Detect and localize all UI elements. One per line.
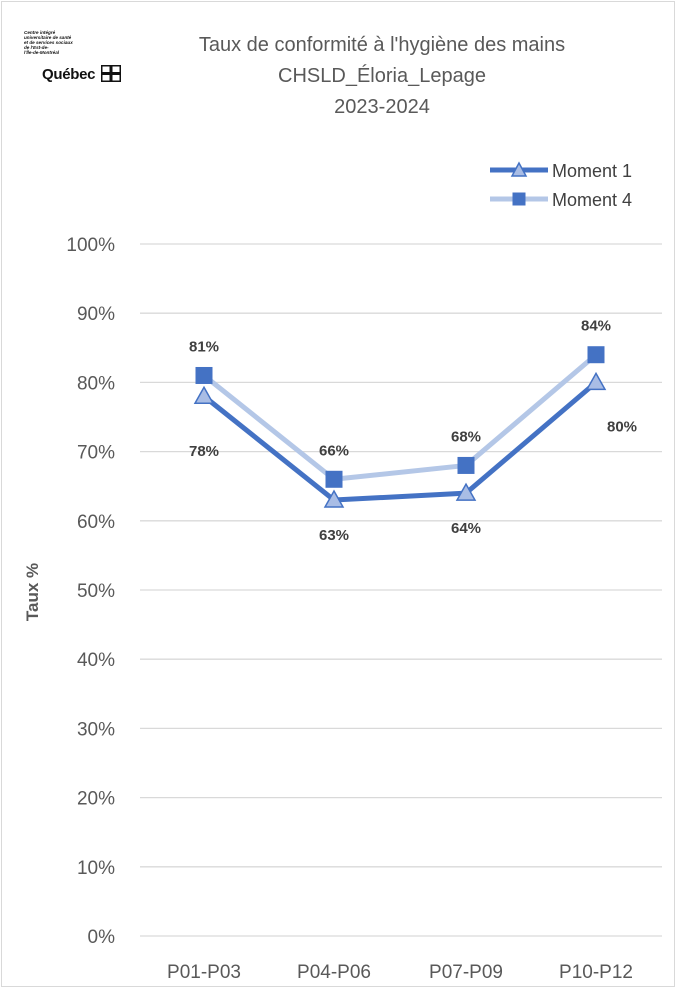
legend-item-moment-1: Moment 1 (490, 161, 632, 181)
series-line-1 (202, 380, 598, 503)
data-label-series-1: 80% (607, 418, 637, 435)
x-tick-label: P01-P03 (167, 962, 241, 983)
logo-wordmark: Québec (42, 66, 96, 83)
y-tick-label: 40% (77, 650, 115, 671)
y-tick-label: 70% (77, 443, 115, 464)
data-point-square (457, 456, 475, 474)
data-label-series-1: 63% (319, 527, 349, 544)
logo-line-5: l'Île-de-Montréal (24, 50, 60, 55)
y-tick-label: 20% (77, 789, 115, 810)
legend-label-moment-1: Moment 1 (552, 161, 632, 181)
data-label-series-2: 81% (189, 338, 219, 355)
series-line-2 (202, 352, 598, 482)
x-tick-label: P07-P09 (429, 962, 503, 983)
logo-line-3: et de services sociaux (24, 40, 73, 45)
data-point-triangle (455, 482, 477, 501)
y-tick-label: 10% (77, 858, 115, 879)
chart-title: Taux de conformité à l'hygiène des mains (198, 34, 566, 56)
quebec-flag-icon (101, 65, 121, 82)
y-tick-label: 100% (66, 235, 115, 256)
data-point-square (325, 470, 343, 488)
series-layer (193, 346, 607, 508)
chart-subtitle: CHSLD_Éloria_Lepage (278, 65, 486, 87)
x-tick-label: P10-P12 (559, 962, 633, 983)
legend-item-moment-4: Moment 4 (490, 190, 632, 210)
chart-period: 2023-2024 (334, 96, 430, 118)
y-tick-label: 60% (77, 512, 115, 533)
x-axis-ticks: P01-P03 P04-P06 P07-P09 P10-P12 (167, 962, 633, 983)
legend-square-marker (512, 192, 526, 206)
y-axis-label: Taux % (23, 563, 42, 621)
y-tick-label: 30% (77, 719, 115, 740)
y-tick-label: 90% (77, 304, 115, 325)
data-label-series-1: 78% (189, 443, 219, 460)
y-tick-label: 50% (77, 581, 115, 602)
data-point-triangle (323, 489, 345, 508)
data-point-square (195, 366, 213, 384)
y-tick-label: 80% (77, 373, 115, 394)
data-label-series-2: 66% (319, 442, 349, 459)
quebec-logo: Centre intégré universitaire de santé et… (24, 30, 134, 92)
logo-line-2: universitaire de santé (24, 35, 72, 40)
chart-title-block: Taux de conformité à l'hygiène des mains… (142, 30, 622, 123)
logo-line-1: Centre intégré (24, 30, 56, 35)
legend-label-moment-4: Moment 4 (552, 190, 632, 210)
data-labels: 81% 66% 68% 84% 78% 63% 64% 80% (189, 318, 637, 544)
data-point-triangle (193, 385, 215, 404)
data-label-series-2: 68% (451, 428, 481, 445)
data-point-square (587, 346, 605, 364)
legend-triangle-marker (510, 161, 528, 177)
data-point-triangle (585, 371, 607, 391)
x-tick-label: P04-P06 (297, 962, 371, 983)
legend: Moment 1 Moment 4 (490, 161, 632, 210)
y-tick-label: 0% (88, 927, 116, 948)
data-label-series-2: 84% (581, 318, 611, 335)
gridlines (140, 243, 662, 937)
y-axis-ticks: 0% 10% 20% 30% 40% 50% 60% 70% 80% 90% 100% (66, 235, 115, 948)
logo-line-4: de l'Est-de- (24, 45, 49, 50)
data-label-series-1: 64% (451, 520, 481, 537)
